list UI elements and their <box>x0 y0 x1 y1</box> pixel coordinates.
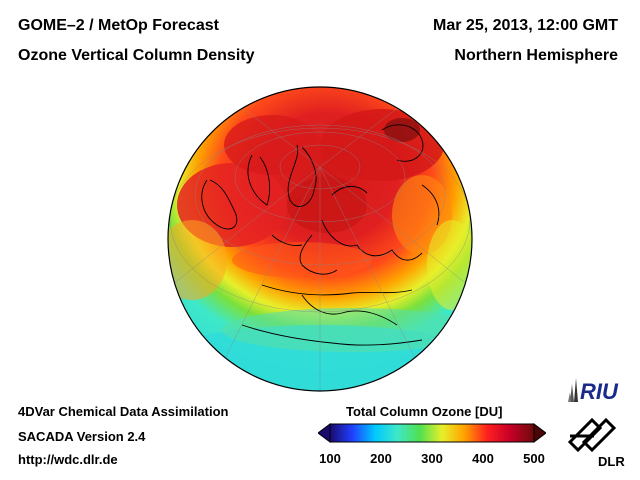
colorbar-high-arrow <box>533 423 546 443</box>
footer-url[interactable]: http://wdc.dlr.de <box>18 452 118 467</box>
colorbar-gradient <box>329 423 535 443</box>
colorbar-low-arrow <box>318 423 331 443</box>
map-title: GOME–2 / MetOp Forecast <box>18 17 219 34</box>
dlr-logo: DLR <box>567 417 625 469</box>
colorbar-tick-label: 200 <box>370 451 392 466</box>
riu-logo-text: RIU <box>580 379 619 404</box>
forecast-date: Mar 25, 2013, 12:00 GMT <box>433 17 618 34</box>
coastlines <box>201 124 440 346</box>
colorbar-tick-label: 300 <box>421 451 443 466</box>
colorbar-tick-label: 400 <box>472 451 494 466</box>
colorbar-tick-label: 100 <box>319 451 341 466</box>
dlr-logo-text: DLR <box>598 454 625 469</box>
ozone-globe-map <box>167 86 473 392</box>
map-subtitle: Ozone Vertical Column Density <box>18 47 255 64</box>
colorbar-title: Total Column Ozone [DU] <box>346 404 503 419</box>
colorbar <box>318 423 546 443</box>
colorbar-tick-label: 500 <box>523 451 545 466</box>
region-label: Northern Hemisphere <box>454 47 618 64</box>
footer-version: SACADA Version 2.4 <box>18 429 146 444</box>
riu-logo: RIU <box>568 378 619 404</box>
footer-method: 4DVar Chemical Data Assimilation <box>18 404 229 419</box>
